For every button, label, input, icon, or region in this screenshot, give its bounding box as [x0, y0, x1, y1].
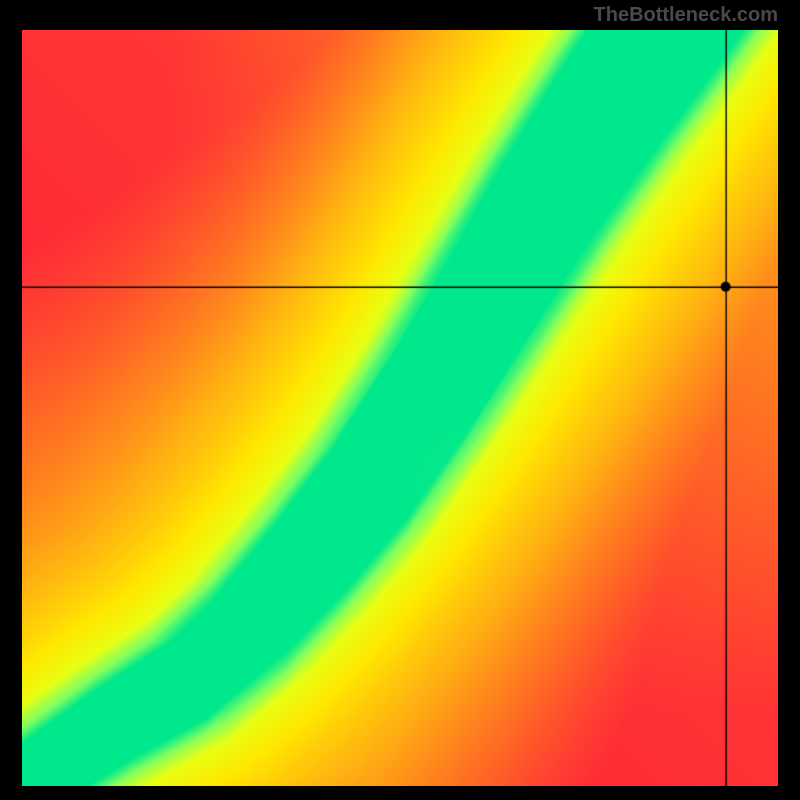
heatmap-canvas	[22, 30, 778, 786]
watermark-text: TheBottleneck.com	[594, 4, 778, 27]
heatmap-plot	[22, 30, 778, 786]
